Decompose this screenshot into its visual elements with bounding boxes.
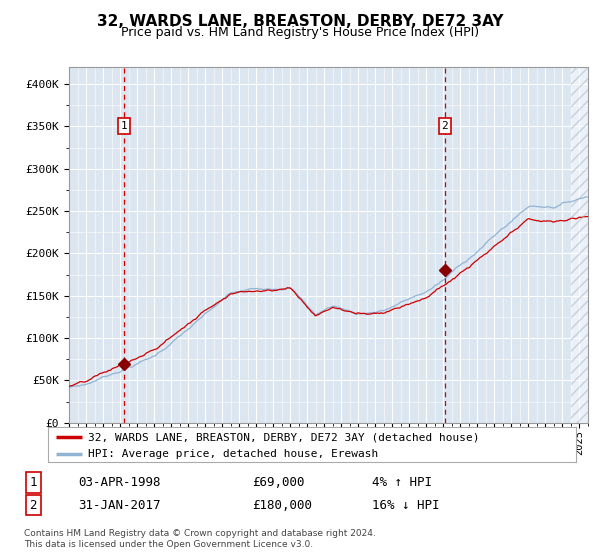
Text: 03-APR-1998: 03-APR-1998 [78,476,161,489]
Text: 16% ↓ HPI: 16% ↓ HPI [372,498,439,512]
Text: 32, WARDS LANE, BREASTON, DERBY, DE72 3AY (detached house): 32, WARDS LANE, BREASTON, DERBY, DE72 3A… [88,432,479,442]
Bar [571,67,588,423]
Text: £69,000: £69,000 [252,476,305,489]
Text: 31-JAN-2017: 31-JAN-2017 [78,498,161,512]
Text: 32, WARDS LANE, BREASTON, DERBY, DE72 3AY: 32, WARDS LANE, BREASTON, DERBY, DE72 3A… [97,14,503,29]
Text: Price paid vs. HM Land Registry's House Price Index (HPI): Price paid vs. HM Land Registry's House … [121,26,479,39]
Text: £180,000: £180,000 [252,498,312,512]
Text: Contains HM Land Registry data © Crown copyright and database right 2024.
This d: Contains HM Land Registry data © Crown c… [24,529,376,549]
Text: 2: 2 [29,498,37,512]
Text: 1: 1 [29,476,37,489]
Text: 1: 1 [121,121,128,131]
Text: HPI: Average price, detached house, Erewash: HPI: Average price, detached house, Erew… [88,449,378,459]
Text: 4% ↑ HPI: 4% ↑ HPI [372,476,432,489]
Text: 2: 2 [442,121,448,131]
Bar [571,67,588,423]
